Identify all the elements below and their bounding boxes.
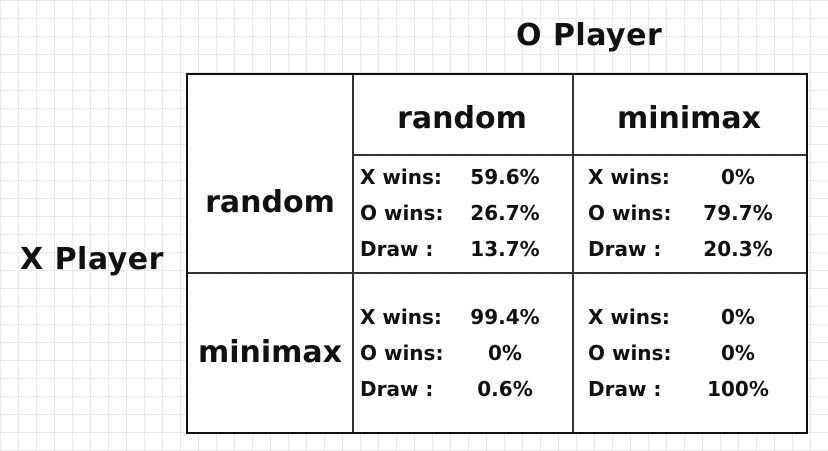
cell-random-vs-random: X wins: 59.6% O wins: 26.7% Draw : 13.7% [360, 165, 570, 265]
draw-label: Draw : [360, 237, 434, 261]
o-wins-label: O wins: [588, 201, 672, 225]
row-header-minimax: minimax [197, 335, 343, 370]
divider-vertical-2 [572, 75, 574, 432]
divider-horizontal-1 [352, 154, 806, 156]
o-wins-value: 79.7% [703, 201, 773, 225]
draw-value: 13.7% [470, 237, 540, 261]
column-header-random: random [397, 101, 527, 136]
x-player-title: X Player [20, 242, 164, 277]
o-player-title: O Player [516, 18, 663, 53]
x-wins-label: X wins: [360, 165, 442, 189]
o-wins-value: 0% [488, 341, 522, 365]
draw-value: 100% [707, 377, 769, 401]
o-wins-value: 26.7% [470, 201, 540, 225]
o-wins-value: 0% [721, 341, 755, 365]
cell-minimax-vs-minimax: X wins: 0% O wins: 0% Draw : 100% [588, 305, 798, 405]
x-wins-value: 59.6% [470, 165, 540, 189]
draw-label: Draw : [588, 377, 662, 401]
divider-horizontal-2 [188, 272, 806, 274]
x-wins-label: X wins: [588, 165, 670, 189]
o-wins-label: O wins: [588, 341, 672, 365]
x-wins-value: 0% [721, 305, 755, 329]
draw-value: 0.6% [477, 377, 533, 401]
divider-vertical-1 [352, 75, 354, 432]
x-wins-label: X wins: [588, 305, 670, 329]
cell-minimax-vs-random: X wins: 99.4% O wins: 0% Draw : 0.6% [360, 305, 570, 405]
draw-label: Draw : [588, 237, 662, 261]
column-header-minimax: minimax [616, 101, 762, 136]
results-table: random minimax random minimax X wins: 59… [186, 73, 808, 434]
x-wins-value: 0% [721, 165, 755, 189]
row-header-random: random [205, 185, 335, 220]
draw-label: Draw : [360, 377, 434, 401]
draw-value: 20.3% [703, 237, 773, 261]
x-wins-label: X wins: [360, 305, 442, 329]
o-wins-label: O wins: [360, 201, 444, 225]
x-wins-value: 99.4% [470, 305, 540, 329]
cell-random-vs-minimax: X wins: 0% O wins: 79.7% Draw : 20.3% [588, 165, 798, 265]
o-wins-label: O wins: [360, 341, 444, 365]
